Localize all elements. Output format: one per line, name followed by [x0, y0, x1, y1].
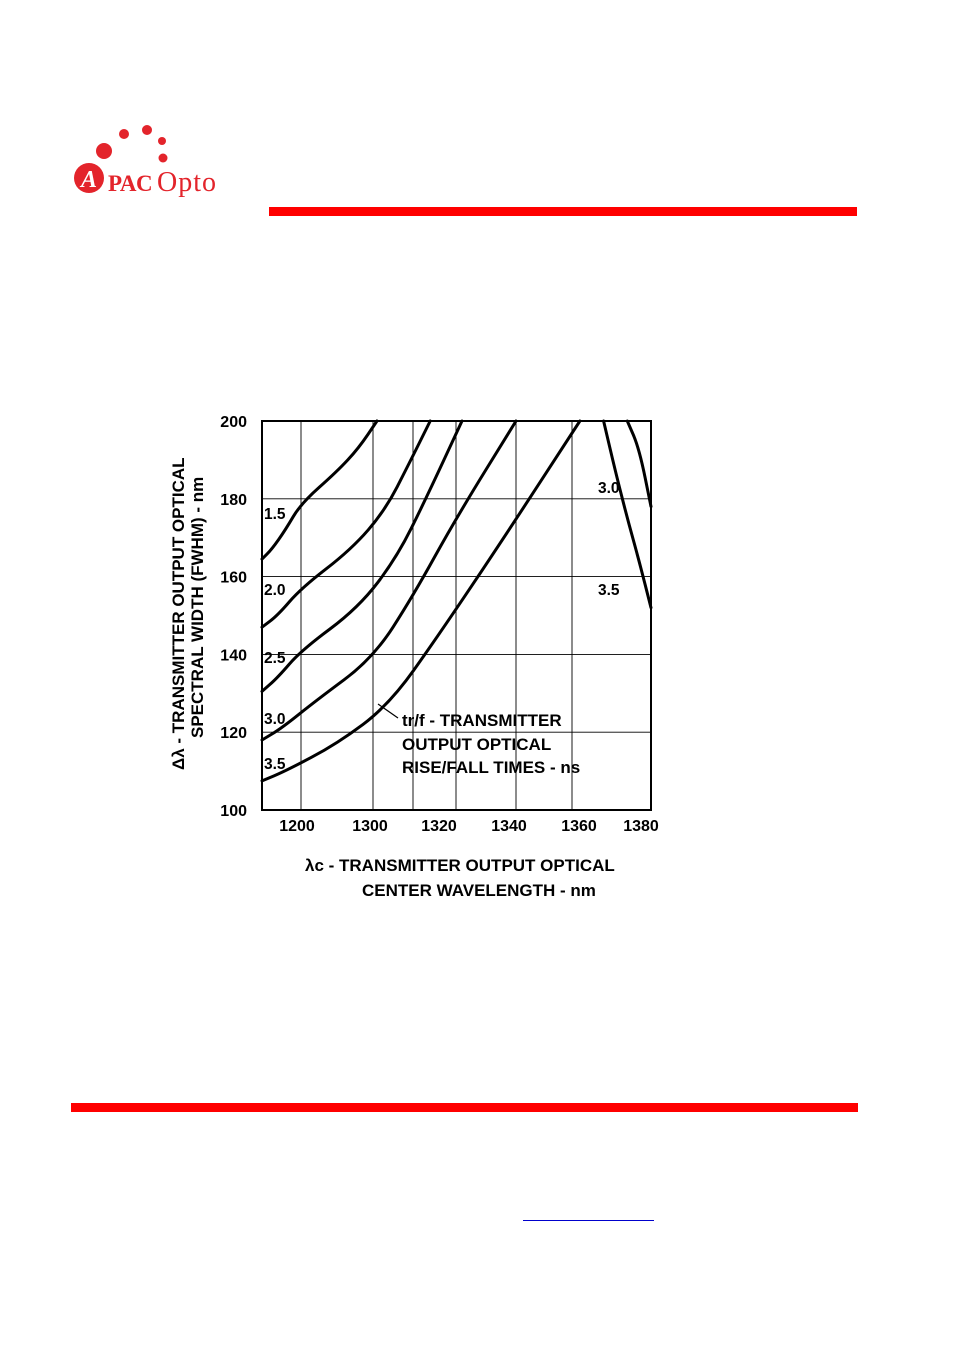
curve-label-right-3.0: 3.0 — [598, 480, 620, 497]
x-tick-label: 1200 — [279, 818, 315, 835]
curve-label-left-3.0: 3.0 — [264, 711, 286, 728]
curve-label-right-3.5: 3.5 — [598, 582, 620, 599]
curve-left-1.5 — [260, 419, 379, 561]
x-tick-label: 1340 — [491, 818, 527, 835]
annotation-line-1: tr/f - TRANSMITTER — [402, 711, 562, 730]
logo-dot — [119, 129, 129, 139]
logo-opto-text: Opto — [157, 167, 217, 198]
curve-left-2.5 — [260, 419, 464, 693]
x-tick-label: 1380 — [623, 818, 659, 835]
curve-label-left-2.5: 2.5 — [264, 650, 286, 667]
logo-pac-text: PAC — [108, 171, 153, 196]
apac-opto-logo: A — [74, 125, 168, 193]
x-axis-title-line-2: CENTER WAVELENGTH - nm — [362, 881, 596, 900]
x-tick-label: 1320 — [421, 818, 457, 835]
x-tick-label: 1300 — [352, 818, 388, 835]
y-tick-label: 120 — [220, 725, 247, 742]
y-tick-label: 180 — [220, 492, 247, 509]
logo-a-letter: A — [79, 167, 97, 193]
annotation-line-2: OUTPUT OPTICAL — [402, 735, 551, 754]
curve-label-left-2.0: 2.0 — [264, 582, 286, 599]
y-tick-label: 160 — [220, 570, 247, 587]
curve-label-left-3.5: 3.5 — [264, 756, 286, 773]
curve-label-left-1.5: 1.5 — [264, 506, 286, 523]
y-tick-labels: 200 180 160 140 120 100 — [220, 414, 247, 820]
curve-left-3.0 — [260, 419, 518, 742]
annotation-line-3: RISE/FALL TIMES - ns — [402, 758, 580, 777]
y-tick-label: 200 — [220, 414, 247, 431]
x-tick-labels: 1200 1300 1320 1340 1360 1380 — [279, 818, 659, 835]
logo-dot — [96, 143, 112, 159]
curve-labels: 1.5 2.0 2.5 3.0 3.5 3.0 3.5 — [264, 480, 620, 773]
footer-red-bar — [71, 1103, 858, 1112]
annotation-leader — [377, 703, 399, 719]
logo-dot — [142, 125, 152, 135]
logo-a-circle — [74, 163, 104, 193]
x-axis-title-line-1: λc - TRANSMITTER OUTPUT OPTICAL — [305, 856, 615, 875]
footer-link-underline[interactable] — [523, 1219, 654, 1221]
y-axis-title-line-2: SPECTRAL WIDTH (FWHM) - nm — [188, 477, 207, 738]
curve-right-3.0 — [625, 419, 653, 509]
y-tick-label: 140 — [220, 647, 247, 664]
logo-dot — [158, 153, 168, 163]
y-axis-title-line-1: Δλ - TRANSMITTER OUTPUT OPTICAL — [169, 457, 188, 770]
chart-grid — [262, 421, 651, 810]
y-tick-label: 100 — [220, 803, 247, 820]
logo-dot — [158, 137, 166, 145]
header-red-bar — [269, 207, 857, 216]
x-tick-label: 1360 — [561, 818, 597, 835]
plot-frame — [261, 420, 652, 811]
curve-left-2.0 — [260, 419, 432, 629]
curve-right-3.5 — [602, 419, 653, 610]
